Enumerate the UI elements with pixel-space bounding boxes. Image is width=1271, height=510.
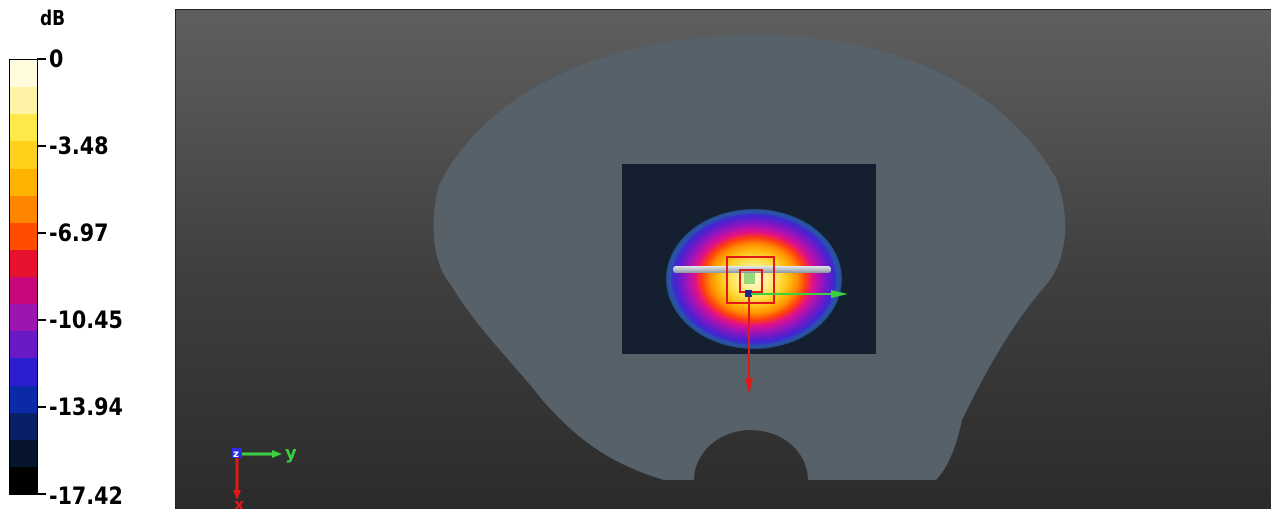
color-bar-segment [10, 114, 37, 142]
color-bar-segment [10, 87, 37, 115]
color-bar-segment [10, 60, 37, 88]
legend-tick-label-5: -17.42 [49, 482, 123, 510]
color-bar-segment [10, 249, 37, 277]
color-bar-segment [10, 141, 37, 169]
color-bar-segment [10, 277, 37, 305]
device-outline-outer [726, 256, 775, 304]
axis-label-y: y [285, 443, 297, 464]
axis-triad: y x z [232, 443, 297, 509]
legend-tick-label-3: -10.45 [49, 306, 123, 334]
color-scale-legend: dB 0 -3.48 -6.97 -10.45 -13.94 -17.42 [0, 0, 172, 509]
color-bar-segment [10, 222, 37, 250]
legend-tick-label-0: 0 [49, 45, 64, 73]
legend-tick [37, 493, 46, 495]
local-x-axis-arrow [745, 378, 753, 394]
color-bar-segment [10, 358, 37, 386]
color-bar-segment [10, 168, 37, 196]
legend-unit-label: dB [40, 6, 66, 30]
color-bar-segment [10, 304, 37, 332]
color-bar-segment [10, 439, 37, 467]
color-bar-segment [10, 195, 37, 223]
legend-tick [37, 232, 46, 234]
color-bar-segment [10, 331, 37, 359]
legend-tick-label-2: -6.97 [49, 219, 109, 247]
legend-tick [37, 58, 46, 60]
legend-tick [37, 406, 46, 408]
color-bar-segment [10, 466, 37, 494]
feed-point [744, 273, 755, 284]
legend-tick [37, 145, 46, 147]
legend-tick [37, 319, 46, 321]
color-bar [9, 59, 38, 495]
origin-marker [745, 290, 752, 297]
legend-tick-label-4: -13.94 [49, 393, 123, 421]
axis-label-x: x [234, 495, 245, 509]
color-bar-segment [10, 385, 37, 413]
color-bar-segment [10, 412, 37, 440]
render-viewport[interactable]: y x z [175, 9, 1271, 509]
legend-tick-label-1: -3.48 [49, 132, 109, 160]
axis-label-z: z [233, 449, 239, 460]
scene-canvas[interactable]: y x z [176, 10, 1271, 509]
local-y-axis-arrow [831, 290, 848, 298]
